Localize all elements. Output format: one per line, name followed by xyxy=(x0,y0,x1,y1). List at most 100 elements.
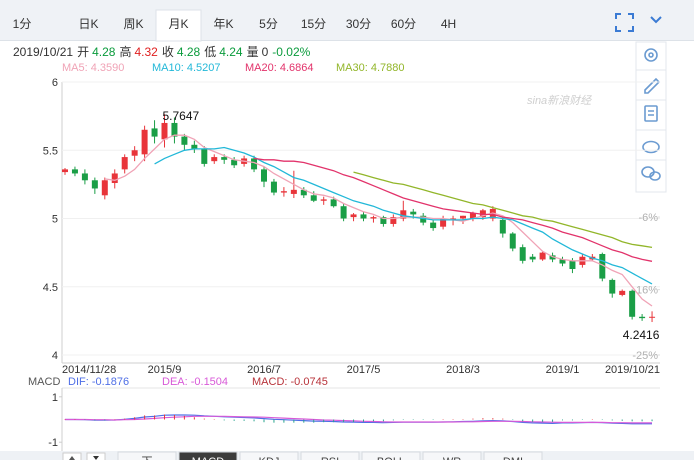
collapse-icon[interactable] xyxy=(650,16,662,24)
settings-icon[interactable] xyxy=(644,48,658,62)
candle-body xyxy=(380,217,387,224)
candle-body xyxy=(161,122,168,140)
y-tick-label: 4 xyxy=(52,350,58,362)
period-tab[interactable]: 1分 xyxy=(13,17,32,31)
note-icon[interactable] xyxy=(644,105,658,122)
macd-bar xyxy=(134,417,136,420)
fullscreen-icon[interactable] xyxy=(615,13,634,32)
period-tab[interactable]: 15分 xyxy=(301,17,326,31)
wechat-icon-small xyxy=(649,171,661,181)
macd-bar xyxy=(144,415,146,420)
macd-bar xyxy=(343,419,345,423)
indicator-tab[interactable] xyxy=(239,451,299,460)
y-tick-label: 5.5 xyxy=(43,145,58,157)
macd-bar xyxy=(283,419,285,423)
candle-body xyxy=(261,169,267,182)
candle-body xyxy=(609,279,616,294)
period-tab[interactable]: 5分 xyxy=(259,17,278,31)
y-tick-label: 4.5 xyxy=(43,282,58,294)
y-tick-label: 6 xyxy=(52,77,58,89)
candle-body xyxy=(390,217,397,224)
macd-legend: MACD: -0.0745 xyxy=(252,376,328,388)
settings-icon-core xyxy=(648,52,654,58)
macd-title: MACD xyxy=(28,376,60,388)
period-tab[interactable]: 周K xyxy=(123,17,143,31)
candle-body xyxy=(489,208,496,219)
draw-icon[interactable] xyxy=(644,77,661,94)
active-tab xyxy=(155,9,202,42)
max-annotation: 5.7647 xyxy=(163,109,200,123)
candle-body xyxy=(290,189,297,194)
x-tick-label: 2019/10/21 xyxy=(605,364,660,376)
macd-bar xyxy=(243,419,245,421)
quote-line: 2019/10/21 开 4.28 高 4.32 收 4.28 低 4.24 量 0 -0.02% xyxy=(13,44,311,59)
x-tick-label: 2016/7 xyxy=(247,364,281,376)
period-tab[interactable]: 年K xyxy=(213,17,233,31)
candle-body xyxy=(569,260,576,270)
min-annotation: 4.2416 xyxy=(623,328,660,342)
period-tab[interactable]: 30分 xyxy=(346,17,371,31)
quote-value: 0 xyxy=(262,45,269,59)
macd-bar xyxy=(621,419,623,421)
ma-line xyxy=(253,157,653,262)
indicator-tab-label: KDJ xyxy=(259,456,280,460)
indicator-tab[interactable] xyxy=(117,451,177,460)
candle-body xyxy=(221,157,228,160)
active-indicator-tab[interactable] xyxy=(178,451,238,460)
fullscreen-glyph xyxy=(615,13,634,32)
macd-bar xyxy=(303,419,305,423)
macd-bar xyxy=(84,419,86,420)
weibo-icon[interactable] xyxy=(642,140,660,154)
macd-bar xyxy=(562,419,563,421)
candle-body xyxy=(499,219,506,234)
indicator-tab[interactable] xyxy=(422,451,482,460)
macd-bar xyxy=(154,415,156,420)
period-tab[interactable]: 日K xyxy=(78,17,98,31)
candle-body xyxy=(320,199,327,201)
macd-tick-label: 1 xyxy=(52,392,58,404)
indicator-tab[interactable] xyxy=(483,451,543,460)
period-tab[interactable]: 60分 xyxy=(391,17,416,31)
indicator-tab[interactable] xyxy=(300,451,360,460)
ma-legend: MA20: 4.6864 xyxy=(245,62,314,74)
macd-bar xyxy=(114,419,116,420)
macd-bar xyxy=(253,419,255,422)
macd-bar xyxy=(601,419,603,420)
macd-bar xyxy=(502,418,504,420)
x-tick-label: 2019/1 xyxy=(546,364,580,376)
candle-body xyxy=(649,316,656,318)
macd-bar xyxy=(532,419,534,422)
candle-body xyxy=(270,181,277,193)
macd-bar xyxy=(512,419,514,420)
candle-body xyxy=(509,233,516,249)
candle-body xyxy=(639,316,646,319)
candle-body xyxy=(181,136,188,145)
side-icons xyxy=(641,48,661,181)
macd-bar xyxy=(631,419,633,422)
indicator-tab-label: MACD xyxy=(192,456,224,460)
toolbar xyxy=(0,0,694,40)
watermark: sina新浪财经 xyxy=(527,94,592,107)
macd-bar xyxy=(522,419,524,422)
period-tab[interactable]: 月K xyxy=(168,17,188,31)
macd-bar xyxy=(402,419,404,420)
y2-tick-label: -25% xyxy=(632,350,658,362)
period-tab[interactable]: 4H xyxy=(441,17,456,31)
candle-body xyxy=(559,259,566,264)
macd-bar xyxy=(203,418,205,420)
candle-body xyxy=(62,169,68,173)
candle-body xyxy=(300,189,307,196)
candle-body xyxy=(460,215,466,219)
macd-bar xyxy=(273,419,275,423)
macd-bar xyxy=(442,419,444,420)
candle-body xyxy=(469,213,476,219)
indicator-tab[interactable] xyxy=(361,451,421,460)
macd-bar xyxy=(313,419,315,423)
macd-bar xyxy=(233,419,235,421)
x-tick-label: 2015/9 xyxy=(148,364,182,376)
macd-bar xyxy=(412,419,414,420)
macd-legend: DEA: -0.1504 xyxy=(162,376,228,388)
macd-bar xyxy=(611,419,613,421)
candle-body xyxy=(310,195,317,201)
